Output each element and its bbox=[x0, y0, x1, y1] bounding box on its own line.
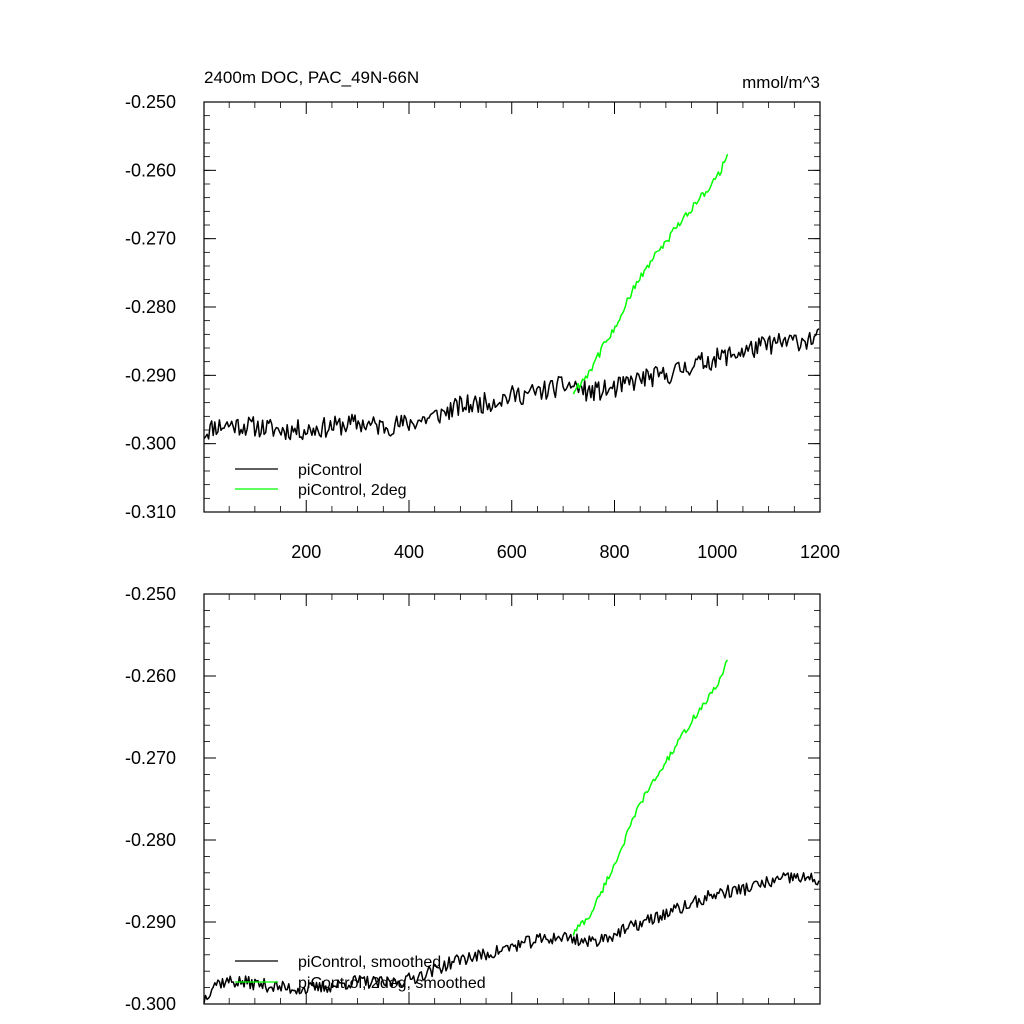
legend-label-picontrol-2deg-smoothed: piControl, 2deg, smoothed bbox=[298, 975, 486, 992]
y-tick-label: -0.290 bbox=[125, 365, 176, 385]
legend-label-picontrol-2deg: piControl, 2deg bbox=[298, 482, 407, 499]
y-tick-label: -0.280 bbox=[125, 830, 176, 850]
x-tick-label: 800 bbox=[599, 542, 629, 562]
y-tick-label: -0.300 bbox=[125, 434, 176, 454]
bottom-legend: piControl, smoothed piControl, 2deg, smo… bbox=[235, 954, 486, 992]
top-plot-frame bbox=[203, 101, 821, 513]
y-tick-label: -0.300 bbox=[125, 994, 176, 1014]
y-tick-label: -0.310 bbox=[125, 502, 176, 522]
series-line-picontrol-smoothed bbox=[203, 872, 820, 1004]
y-tick-label: -0.290 bbox=[125, 912, 176, 932]
y-tick-label: -0.260 bbox=[125, 160, 176, 180]
top-panel-units: mmol/m^3 bbox=[742, 73, 820, 92]
x-tick-label: 1000 bbox=[697, 542, 737, 562]
y-tick-label: -0.280 bbox=[125, 297, 176, 317]
y-tick-label: -0.270 bbox=[125, 229, 176, 249]
top-legend: piControl piControl, 2deg bbox=[235, 462, 407, 499]
top-panel: 2400m DOC, PAC_49N-66N mmol/m^3 -0.250-0… bbox=[125, 68, 840, 562]
bottom-panel: -0.250 -0.260 -0.270 -0.280 -0.290 -0.300 piC… bbox=[125, 584, 821, 1014]
x-tick-label: 1200 bbox=[800, 542, 840, 562]
bottom-series-layer bbox=[203, 659, 820, 1004]
y-tick-label: -0.250 bbox=[125, 92, 176, 112]
x-tick-label: 400 bbox=[394, 542, 424, 562]
y-tick-label: -0.260 bbox=[125, 666, 176, 686]
legend-label-picontrol: piControl bbox=[298, 462, 362, 479]
bottom-plot-frame bbox=[203, 593, 821, 1005]
y-tick-label: -0.270 bbox=[125, 748, 176, 768]
y-tick-label: -0.250 bbox=[125, 584, 176, 604]
x-tick-label: 200 bbox=[291, 542, 321, 562]
series-line-picontrol-2deg-smoothed bbox=[572, 659, 729, 936]
top-panel-title: 2400m DOC, PAC_49N-66N bbox=[204, 68, 419, 87]
series-line-picontrol bbox=[203, 328, 820, 441]
legend-label-picontrol-smoothed: piControl, smoothed bbox=[298, 954, 441, 971]
x-tick-label: 600 bbox=[497, 542, 527, 562]
bottom-axis-ticks: -0.250 -0.260 -0.270 -0.280 -0.290 -0.300 bbox=[125, 584, 821, 1014]
series-line-picontrol-2deg bbox=[572, 153, 729, 395]
top-series-layer bbox=[203, 153, 820, 441]
top-axis-ticks: -0.250 -0.260 -0.270 -0.280 -0.290 -0.300 -0.3… bbox=[125, 92, 840, 562]
